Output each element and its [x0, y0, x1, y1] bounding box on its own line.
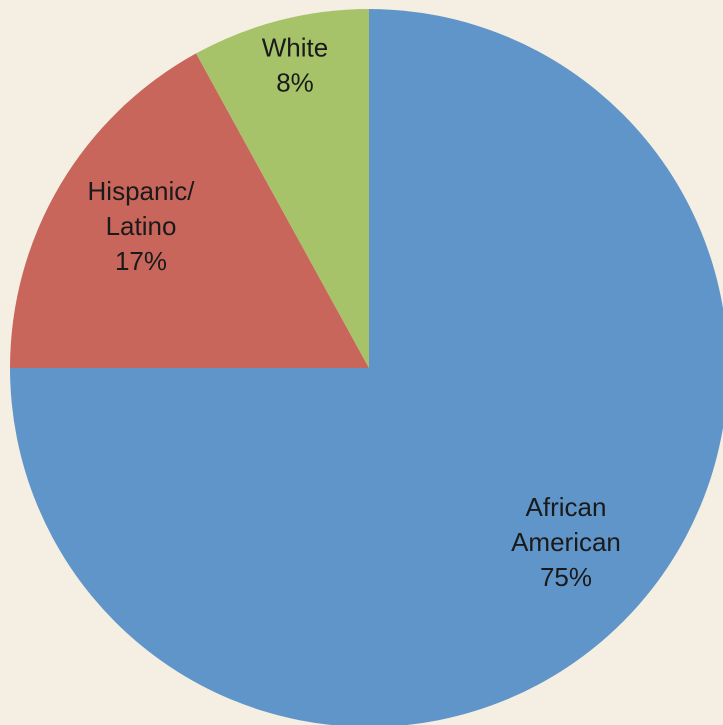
slice-label-line: 8%	[276, 68, 314, 98]
slice-label-0: African American 75%	[511, 492, 621, 592]
slice-label-line: Latino	[106, 211, 177, 241]
slice-label-line: 75%	[540, 562, 592, 592]
slice-label-1: Hispanic/Latino 17%	[88, 176, 196, 276]
slice-label-2: White 8%	[262, 33, 328, 98]
slice-label-line: 17%	[115, 246, 167, 276]
pie-slice-2	[196, 9, 369, 368]
pie-slice-1	[10, 53, 369, 368]
slice-label-line: Hispanic/	[88, 176, 196, 206]
slice-label-line: White	[262, 33, 328, 63]
slice-label-line: African	[526, 492, 607, 522]
pie-slice-0	[10, 9, 723, 725]
slice-label-line: American	[511, 527, 621, 557]
